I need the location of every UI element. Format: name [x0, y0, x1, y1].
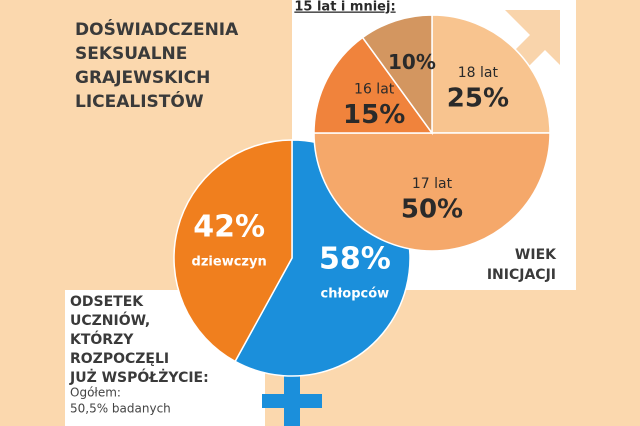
- main-title: SEKSUALNE: [75, 44, 187, 64]
- value-label: 42%: [193, 209, 265, 244]
- chart-title: UCZNIÓW,: [70, 311, 150, 329]
- chart-title: ODSETEK: [70, 294, 144, 310]
- category-label: 18 lat: [458, 65, 499, 81]
- category-label: chłopców: [321, 287, 390, 302]
- value-label: 58%: [319, 242, 391, 277]
- value-label: 10%: [388, 50, 436, 74]
- pie-slice: [313, 132, 551, 252]
- category-label: dziewczyn: [192, 254, 267, 269]
- value-label: 50%: [401, 194, 463, 224]
- value-label: 15%: [343, 100, 405, 130]
- main-title: DOŚWIADCZENIA: [75, 18, 239, 40]
- main-title: LICEALISTÓW: [75, 90, 204, 112]
- female-symbol: [262, 370, 322, 426]
- chart-title: WIEK: [515, 247, 557, 263]
- chart-title: ROZPOCZĘLI: [70, 351, 169, 367]
- chart-subtitle: 50,5% badanych: [70, 402, 171, 416]
- main-title: GRAJEWSKICH: [75, 68, 210, 88]
- chart-title: JUŻ WSPÓŁŻYCIE:: [69, 368, 209, 386]
- category-label: 15 lat i mniej:: [294, 0, 395, 15]
- pie-slice: [361, 14, 433, 136]
- pie-slice: [173, 139, 293, 363]
- symbol-bar: [262, 394, 322, 408]
- charts: DOŚWIADCZENIA SEKSUALNE GRAJEWSKICHLICEALI…: [69, 0, 557, 426]
- category-label: 17 lat: [412, 176, 453, 192]
- chart-subtitle: Ogółem:: [70, 386, 121, 400]
- pie-slice: [313, 36, 434, 134]
- value-label: 25%: [447, 84, 509, 114]
- chart-title: KTÓRZY: [70, 330, 134, 348]
- category-label: 16 lat: [354, 82, 395, 98]
- chart-title: INICJACJI: [487, 267, 556, 283]
- pie-slice: [431, 14, 551, 134]
